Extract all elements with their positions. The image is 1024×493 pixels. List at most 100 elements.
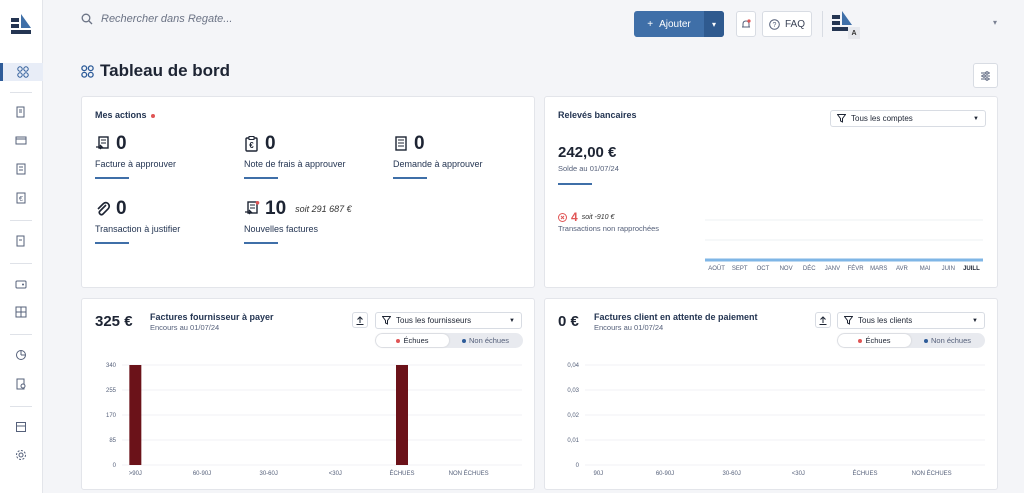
new-invoice-icon [245,201,260,215]
clients-filter-dropdown[interactable]: Tous les clients ▼ [837,312,985,329]
filter-icon [837,114,846,123]
suppliers-filter-dropdown[interactable]: Tous les fournisseurs ▼ [375,312,522,329]
bar [396,365,408,465]
sidebar-item-archive[interactable] [12,418,30,436]
sidebar-item-accounting[interactable] [12,303,30,321]
archive-icon [16,422,26,432]
search-input[interactable]: Rechercher dans Regate... [81,13,232,25]
sidebar-item-documents[interactable] [12,160,30,178]
euro-icon: € [16,192,26,204]
bell-icon [742,18,751,27]
x-tick-label: 60-90J [193,471,211,477]
x-tick-label: 60-90J [656,471,674,477]
account-chevron-down-icon[interactable]: ▾ [993,18,998,27]
add-dropdown-caret[interactable]: ▾ [704,11,724,37]
month-tick-label: AOÛT [708,265,725,272]
sidebar-item-reports[interactable] [12,346,30,364]
faq-label: FAQ [784,18,805,30]
action-transaction-justify[interactable]: 0 Transaction à justifier [95,198,235,244]
documents-icon [16,163,26,175]
chevron-down-icon: ▼ [973,115,979,122]
action-request-approve[interactable]: 0 Demande à approuver [393,133,533,179]
client-amount: 0 € [558,313,579,330]
alert-icon [558,212,567,222]
accounts-filter-dropdown[interactable]: Tous les comptes ▼ [830,110,986,127]
upload-icon [356,315,364,325]
month-tick-label: JUILL [963,266,980,272]
notifications-button[interactable] [736,11,756,37]
sidebar: € [0,0,43,493]
actions-title: Mes actions [95,110,155,120]
page-title: Tableau de bord [81,61,230,81]
bank-statements-card: Relevés bancaires Tous les comptes ▼ 242… [544,96,998,288]
month-tick-label: MAI [920,266,931,272]
client-due-toggle[interactable]: Échues Non échues [837,333,985,348]
unreconciled-label: Transactions non rapprochées [558,224,660,233]
toggle-overdue[interactable]: Échues [376,334,449,347]
bank-balance-date: Solde au 01/07/24 [558,164,619,173]
clients-filter-value: Tous les clients [858,316,913,325]
client-invoices-card: 0 € Factures client en attente de paieme… [544,298,998,490]
filter-icon [382,316,391,325]
toggle-not-due[interactable]: Non échues [911,334,984,347]
sidebar-item-expenses[interactable]: € [12,189,30,207]
sidebar-item-bank[interactable] [12,275,30,293]
sidebar-item-payments[interactable] [12,131,30,149]
sidebar-item-dashboard[interactable] [0,63,43,81]
month-tick-label: FÉVR [848,265,865,272]
faq-button[interactable]: ? FAQ [762,11,812,37]
customize-dashboard-button[interactable] [973,63,998,88]
chevron-down-icon: ▼ [972,317,978,324]
supplier-invoices-card: 325 € Factures fournisseur à payer Encou… [81,298,535,490]
request-icon [395,136,407,151]
avatar[interactable]: A [832,11,860,39]
supplier-due-toggle[interactable]: Échues Non échues [375,333,523,348]
x-tick-label: >90J [129,471,142,477]
y-tick-label: 0 [113,463,117,469]
document-search-icon [16,378,26,390]
action-new-invoices[interactable]: 10 soit 291 687 € Nouvelles factures [244,198,444,244]
supplier-subtitle: Encours au 01/07/24 [150,323,220,332]
action-invoice-approve[interactable]: 0 Facture à approuver [95,133,235,179]
month-tick-label: OCT [757,266,770,272]
y-tick-label: 0,01 [567,438,579,444]
unreconciled-summary[interactable]: 4 soit -910 € [558,210,614,224]
supplier-export-button[interactable] [352,312,368,328]
upload-icon [819,315,827,325]
svg-text:€: € [19,196,23,203]
add-button[interactable]: + Ajouter ▾ [634,11,724,37]
client-title: Factures client en attente de paiement [594,312,758,322]
client-export-button[interactable] [815,312,831,328]
toggle-overdue[interactable]: Échues [838,334,911,347]
x-tick-label: NON ÉCHUES [912,470,952,477]
sidebar-item-analysis[interactable] [12,375,30,393]
y-tick-label: 340 [106,363,117,369]
sidebar-item-settings[interactable] [12,446,30,464]
supplier-amount: 325 € [95,313,133,330]
x-tick-label: <30J [329,471,342,477]
action-label: Facture à approuver [95,159,177,169]
sliders-icon [981,70,990,81]
toggle-not-due[interactable]: Non échues [449,334,522,347]
y-tick-label: 170 [106,413,117,419]
action-label: Note de frais à approuver [244,159,346,169]
action-count: 0 [414,133,425,154]
plus-icon: + [647,18,654,30]
x-tick-label: NON ÉCHUES [449,470,489,477]
month-tick-label: NOV [780,266,793,272]
regate-logo[interactable] [11,14,33,39]
supplier-aging-chart: 0 85 170 255 340 >90J 60-90J 30-60J <30J ÉCHUES NO… [106,363,522,477]
card-icon [15,136,27,145]
filter-icon [844,316,853,325]
svg-text:€: € [249,141,254,150]
svg-text:?: ? [773,22,777,29]
action-expense-approve[interactable]: €0 Note de frais à approuver [244,133,384,179]
month-tick-label: JANV [825,266,840,272]
unreconciled-count: 4 [571,210,578,224]
suppliers-filter-value: Tous les fournisseurs [396,316,472,325]
sidebar-item-client-invoices[interactable] [12,232,30,250]
month-tick-label: MARS [870,266,887,272]
invoice-out-icon [16,235,25,247]
y-tick-label: 0,03 [567,388,579,394]
sidebar-item-supplier-invoices[interactable] [12,103,30,121]
